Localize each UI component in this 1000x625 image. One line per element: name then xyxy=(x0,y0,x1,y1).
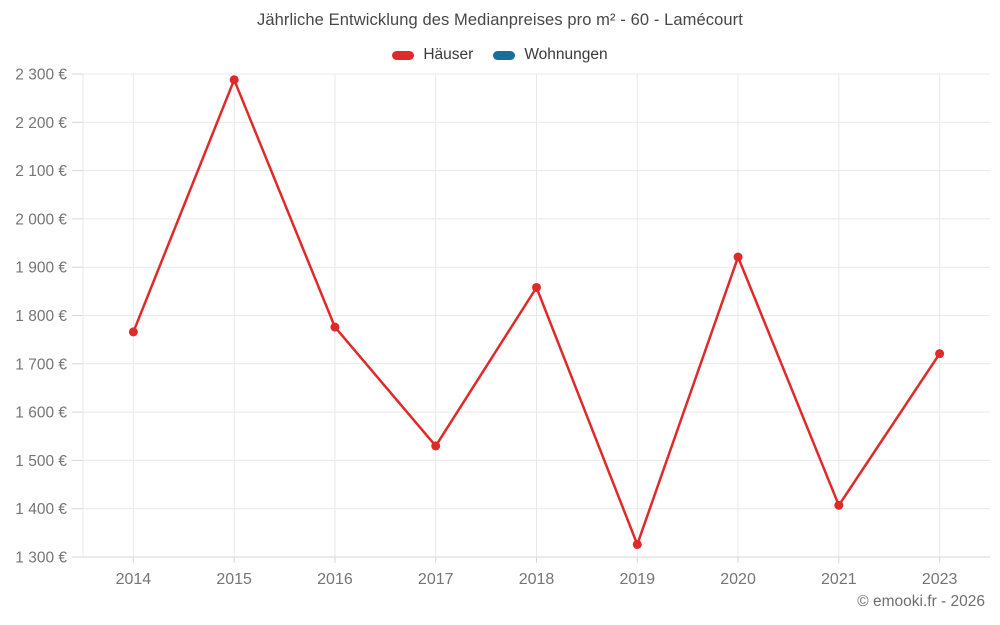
x-tick-label: 2014 xyxy=(116,571,152,588)
y-tick-label: 2 000 € xyxy=(15,211,67,228)
data-point-2018[interactable] xyxy=(532,282,541,292)
y-tick-label: 2 200 € xyxy=(15,115,67,132)
data-point-2019[interactable] xyxy=(632,539,642,549)
y-tick-label: 2 300 € xyxy=(15,67,67,84)
legend-swatch-wohnungen xyxy=(493,50,516,60)
x-tick-label: 2018 xyxy=(519,571,555,588)
y-tick-label: 1 300 € xyxy=(15,550,67,567)
data-point-2015[interactable] xyxy=(229,75,239,85)
legend-swatch-haeuser xyxy=(392,50,415,60)
legend-item-haeuser[interactable]: Häuser xyxy=(392,46,473,64)
data-point-2020[interactable] xyxy=(733,252,743,262)
data-point-2014[interactable] xyxy=(128,327,138,337)
legend-label-haeuser: Häuser xyxy=(423,46,474,63)
x-tick-label: 2016 xyxy=(317,571,353,588)
data-point-2021[interactable] xyxy=(834,500,844,510)
y-tick-label: 1 400 € xyxy=(15,501,67,518)
x-tick-label: 2023 xyxy=(922,571,958,588)
x-tick-label: 2015 xyxy=(216,571,252,588)
x-tick-label: 2021 xyxy=(821,571,857,588)
data-point-2023[interactable] xyxy=(935,349,945,359)
x-tick-label: 2019 xyxy=(619,571,655,588)
data-point-2016[interactable] xyxy=(330,322,340,332)
y-tick-label: 1 900 € xyxy=(15,260,67,277)
chart-title: Jährliche Entwicklung des Medianpreises … xyxy=(257,11,743,29)
legend-item-wohnungen[interactable]: Wohnungen xyxy=(493,46,608,64)
x-tick-label: 2017 xyxy=(418,571,454,588)
chart-legend: Häuser Wohnungen xyxy=(0,46,1000,64)
copyright-credit: © emooki.fr - 2026 xyxy=(857,593,985,610)
y-tick-label: 1 600 € xyxy=(15,405,67,422)
y-tick-label: 1 700 € xyxy=(15,356,67,373)
x-tick-label: 2020 xyxy=(720,571,756,588)
y-tick-label: 1 800 € xyxy=(15,308,67,325)
data-point-2017[interactable] xyxy=(431,441,441,451)
y-tick-label: 1 500 € xyxy=(15,453,67,470)
y-tick-label: 2 100 € xyxy=(15,163,67,180)
legend-label-wohnungen: Wohnungen xyxy=(524,46,608,63)
